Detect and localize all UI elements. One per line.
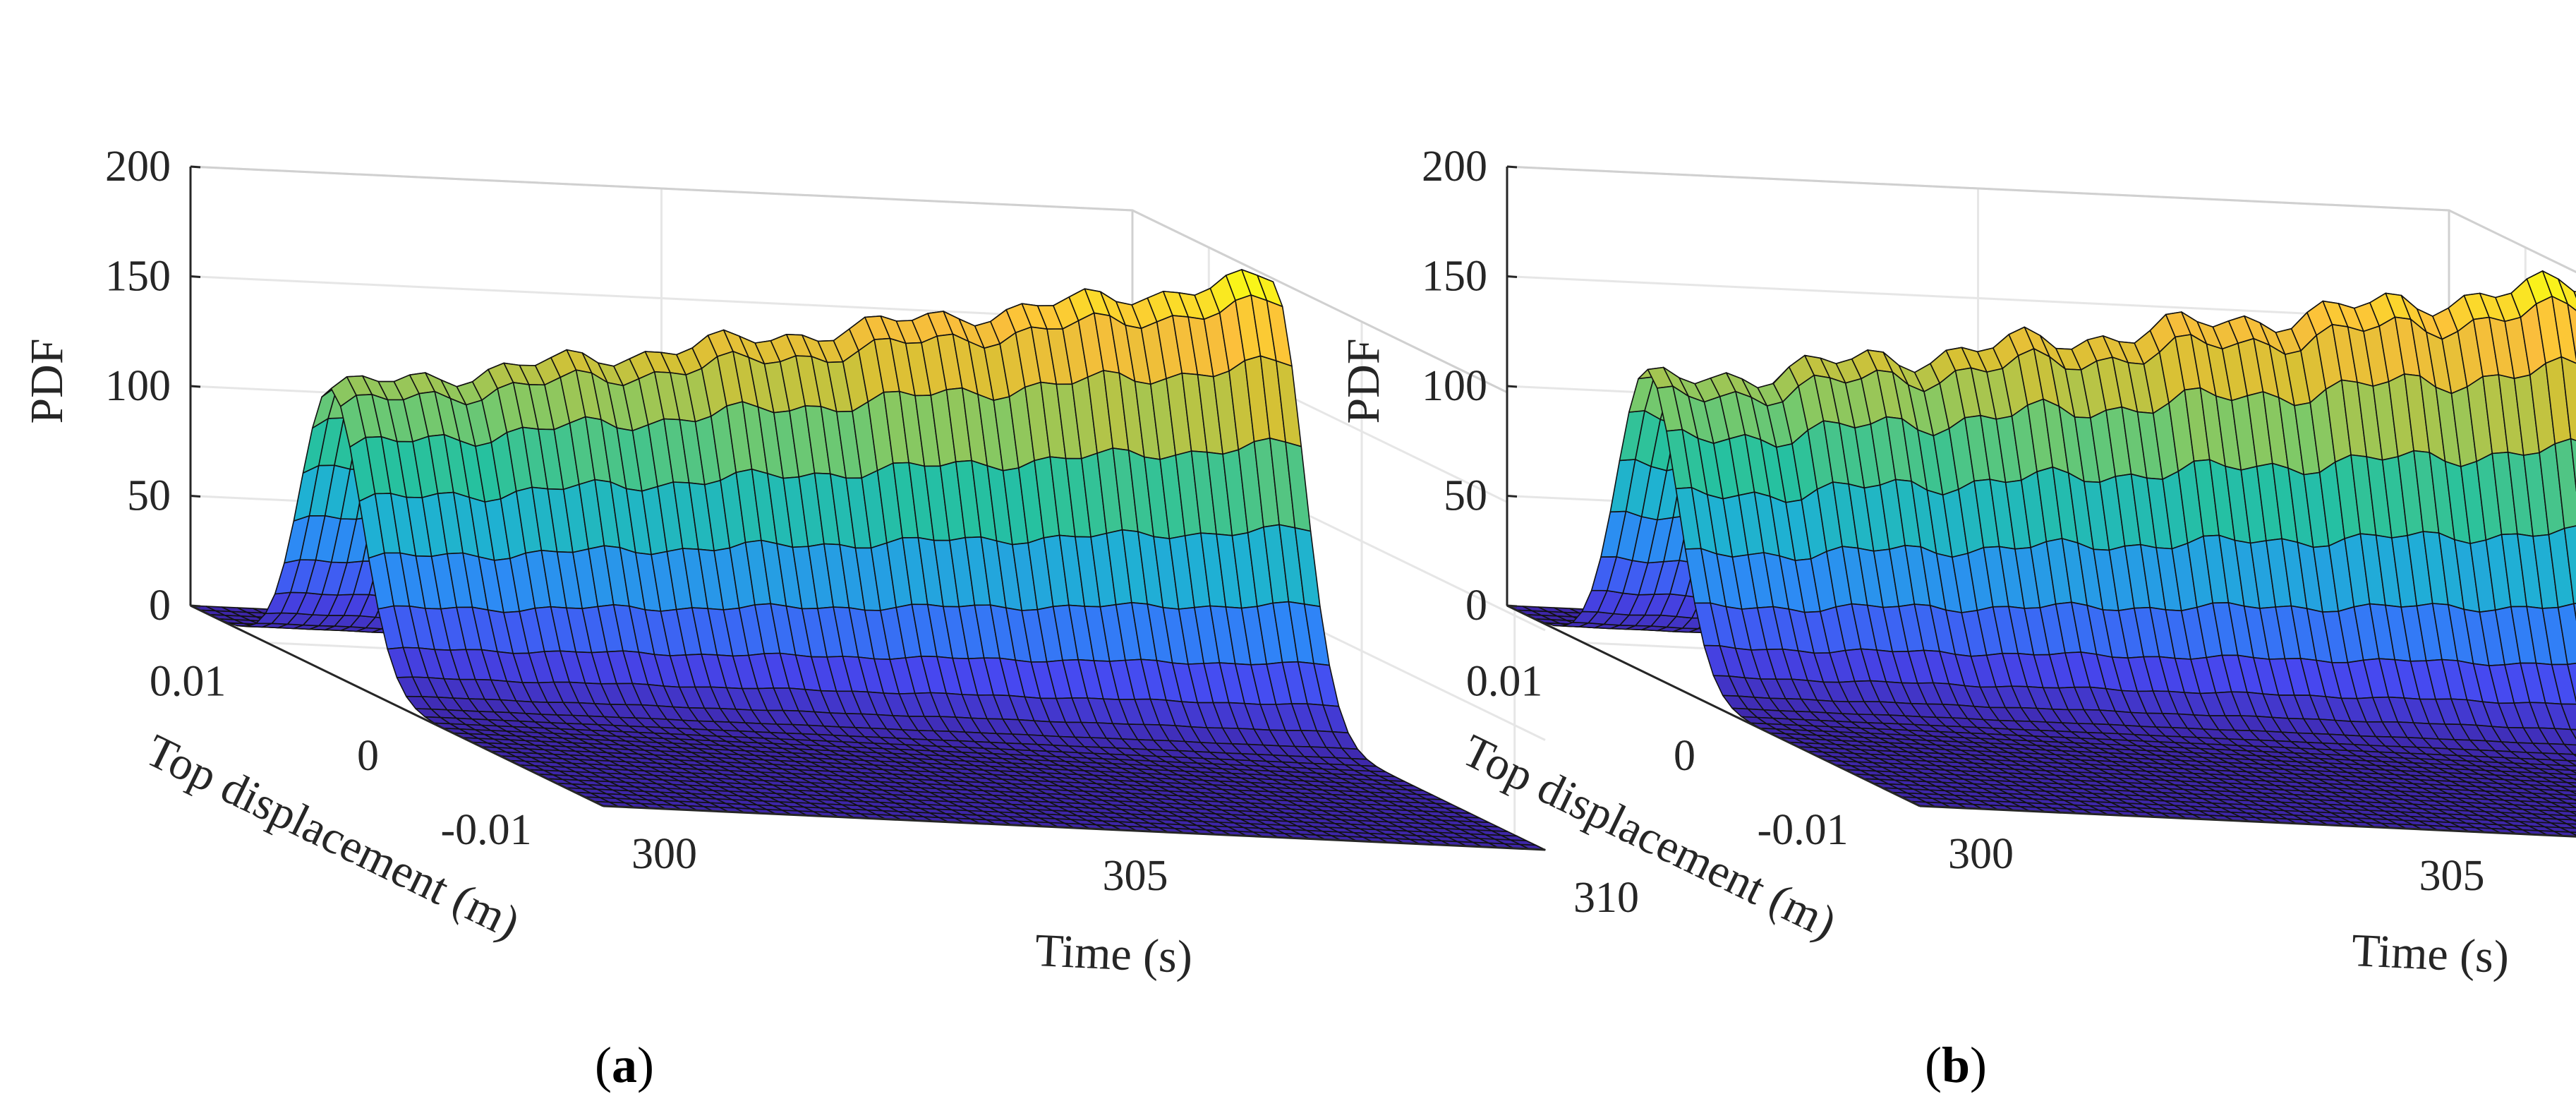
z-tick-label-3: 150 <box>105 253 171 301</box>
z-tick-mark-2 <box>191 386 200 387</box>
z-tick-label-0: 0 <box>149 582 171 630</box>
y-tick-label-2: 0.01 <box>150 658 226 706</box>
z-tick-label-2: 100 <box>105 362 171 410</box>
z-axis-label: PDF <box>21 338 73 423</box>
z-tick-label-1: 50 <box>127 472 171 520</box>
x-tick-label-2: 310 <box>1573 874 1639 922</box>
y-tick-label-0: -0.01 <box>441 806 532 854</box>
z-tick-mark-1 <box>191 496 200 497</box>
x-axis-label: Time (s) <box>1034 925 1193 983</box>
y-tick-label-1: 0 <box>357 732 379 780</box>
x-tick-label-0: 300 <box>631 830 697 878</box>
z-tick-label-4: 200 <box>105 143 171 191</box>
x-tick-label-1: 305 <box>1103 852 1168 900</box>
